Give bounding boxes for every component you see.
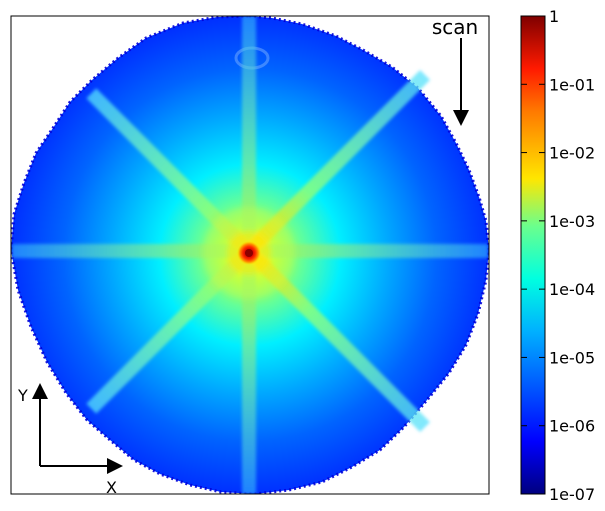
- colorbar-frame: [520, 15, 546, 495]
- heatmap-edge-noise: [11, 16, 489, 494]
- scan-arrow-head: [453, 110, 469, 126]
- y-axis-label: Y: [17, 386, 28, 405]
- y-axis-arrow-head: [32, 383, 48, 399]
- colorbar-labels: 1 1e-01 1e-02 1e-03 1e-04 1e-05 1e-06 1e-07: [549, 7, 595, 504]
- x-axis-arrow-head: [107, 458, 123, 474]
- colorbar-tick-label: 1: [549, 7, 559, 26]
- colorbar-tick-label: 1e-04: [549, 280, 595, 299]
- center-core: [245, 249, 253, 257]
- colorbar-tick-label: 1e-03: [549, 212, 595, 231]
- heatmap: [11, 16, 489, 494]
- colorbar-tick-label: 1e-06: [549, 417, 595, 436]
- scan-label: scan: [432, 15, 478, 39]
- colorbar-tick-label: 1e-01: [549, 75, 595, 94]
- colorbar-scale: [521, 16, 545, 494]
- colorbar-tick-label: 1e-07: [549, 485, 595, 504]
- colorbar-tick-label: 1e-05: [549, 348, 595, 367]
- x-axis-label: X: [106, 478, 117, 497]
- colorbar-ticks: [521, 15, 545, 495]
- colorbar-tick-label: 1e-02: [549, 144, 595, 163]
- plot-frame: [10, 15, 490, 495]
